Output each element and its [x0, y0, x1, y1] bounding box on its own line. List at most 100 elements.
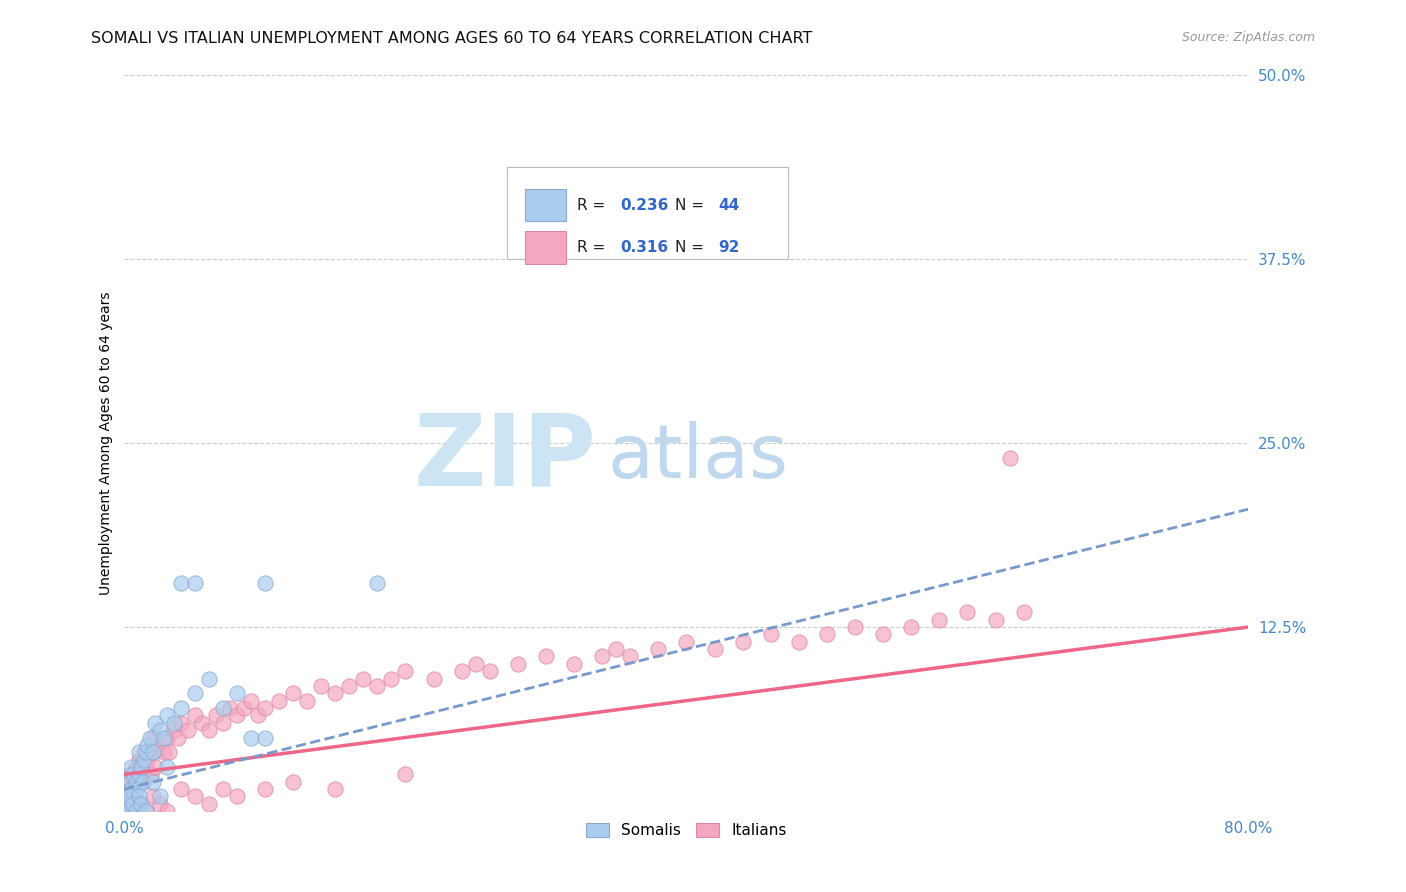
- Point: [956, 605, 979, 619]
- Point: [156, 731, 179, 745]
- Point: [169, 715, 191, 730]
- Point: [900, 620, 922, 634]
- Point: [197, 723, 219, 738]
- Point: [121, 782, 143, 797]
- Point: [211, 782, 233, 797]
- Point: [117, 789, 139, 804]
- Point: [1012, 605, 1035, 619]
- Point: [149, 723, 172, 738]
- Point: [141, 767, 163, 781]
- Point: [197, 797, 219, 811]
- Point: [239, 731, 262, 745]
- Point: [169, 701, 191, 715]
- Point: [166, 731, 188, 745]
- Point: [366, 679, 388, 693]
- Point: [675, 634, 697, 648]
- Point: [534, 649, 557, 664]
- Point: [309, 679, 332, 693]
- Point: [872, 627, 894, 641]
- Text: atlas: atlas: [607, 421, 789, 494]
- Point: [464, 657, 486, 671]
- Point: [159, 745, 181, 759]
- Point: [323, 686, 346, 700]
- Point: [153, 731, 176, 745]
- Point: [134, 753, 156, 767]
- Point: [394, 664, 416, 678]
- Point: [118, 797, 141, 811]
- Point: [149, 738, 172, 752]
- Point: [998, 450, 1021, 465]
- Point: [675, 170, 697, 185]
- Text: R =: R =: [578, 240, 610, 255]
- Point: [366, 575, 388, 590]
- Point: [731, 634, 754, 648]
- Point: [135, 745, 157, 759]
- Point: [121, 804, 143, 818]
- Point: [136, 738, 159, 752]
- Point: [128, 745, 150, 759]
- Point: [450, 664, 472, 678]
- Point: [125, 760, 148, 774]
- Point: [156, 804, 179, 818]
- Point: [183, 575, 205, 590]
- Y-axis label: Unemployment Among Ages 60 to 64 years: Unemployment Among Ages 60 to 64 years: [100, 291, 114, 595]
- Point: [145, 715, 167, 730]
- Point: [120, 782, 142, 797]
- Point: [928, 613, 950, 627]
- Point: [120, 774, 142, 789]
- Point: [127, 782, 149, 797]
- Point: [124, 789, 146, 804]
- Point: [183, 708, 205, 723]
- Legend: Somalis, Italians: Somalis, Italians: [579, 817, 793, 844]
- Point: [122, 774, 145, 789]
- FancyBboxPatch shape: [524, 231, 567, 263]
- Point: [128, 767, 150, 781]
- Point: [149, 789, 172, 804]
- FancyBboxPatch shape: [506, 167, 787, 259]
- Point: [121, 760, 143, 774]
- Point: [478, 664, 501, 678]
- Point: [121, 767, 143, 781]
- Text: R =: R =: [578, 197, 610, 212]
- Point: [394, 767, 416, 781]
- Point: [246, 708, 269, 723]
- Text: N =: N =: [675, 197, 709, 212]
- Point: [139, 731, 162, 745]
- Point: [506, 657, 529, 671]
- Point: [122, 797, 145, 811]
- Point: [352, 672, 374, 686]
- Point: [134, 745, 156, 759]
- Point: [127, 774, 149, 789]
- Point: [132, 774, 155, 789]
- Point: [253, 575, 276, 590]
- Point: [815, 627, 838, 641]
- Point: [122, 767, 145, 781]
- Point: [135, 760, 157, 774]
- Point: [142, 731, 165, 745]
- FancyBboxPatch shape: [524, 189, 567, 221]
- Point: [128, 789, 150, 804]
- Point: [135, 804, 157, 818]
- Point: [132, 774, 155, 789]
- Text: SOMALI VS ITALIAN UNEMPLOYMENT AMONG AGES 60 TO 64 YEARS CORRELATION CHART: SOMALI VS ITALIAN UNEMPLOYMENT AMONG AGE…: [91, 31, 813, 46]
- Point: [605, 642, 627, 657]
- Point: [149, 797, 172, 811]
- Point: [135, 804, 157, 818]
- Point: [169, 575, 191, 590]
- Point: [281, 686, 304, 700]
- Point: [131, 760, 153, 774]
- Point: [218, 701, 240, 715]
- Point: [131, 760, 153, 774]
- Point: [267, 694, 290, 708]
- Point: [619, 649, 641, 664]
- Point: [591, 649, 613, 664]
- Point: [145, 760, 167, 774]
- Point: [156, 760, 179, 774]
- Text: ZIP: ZIP: [413, 409, 596, 506]
- Text: 44: 44: [718, 197, 740, 212]
- Point: [153, 745, 176, 759]
- Point: [128, 797, 150, 811]
- Point: [124, 789, 146, 804]
- Point: [239, 694, 262, 708]
- Text: Source: ZipAtlas.com: Source: ZipAtlas.com: [1181, 31, 1315, 45]
